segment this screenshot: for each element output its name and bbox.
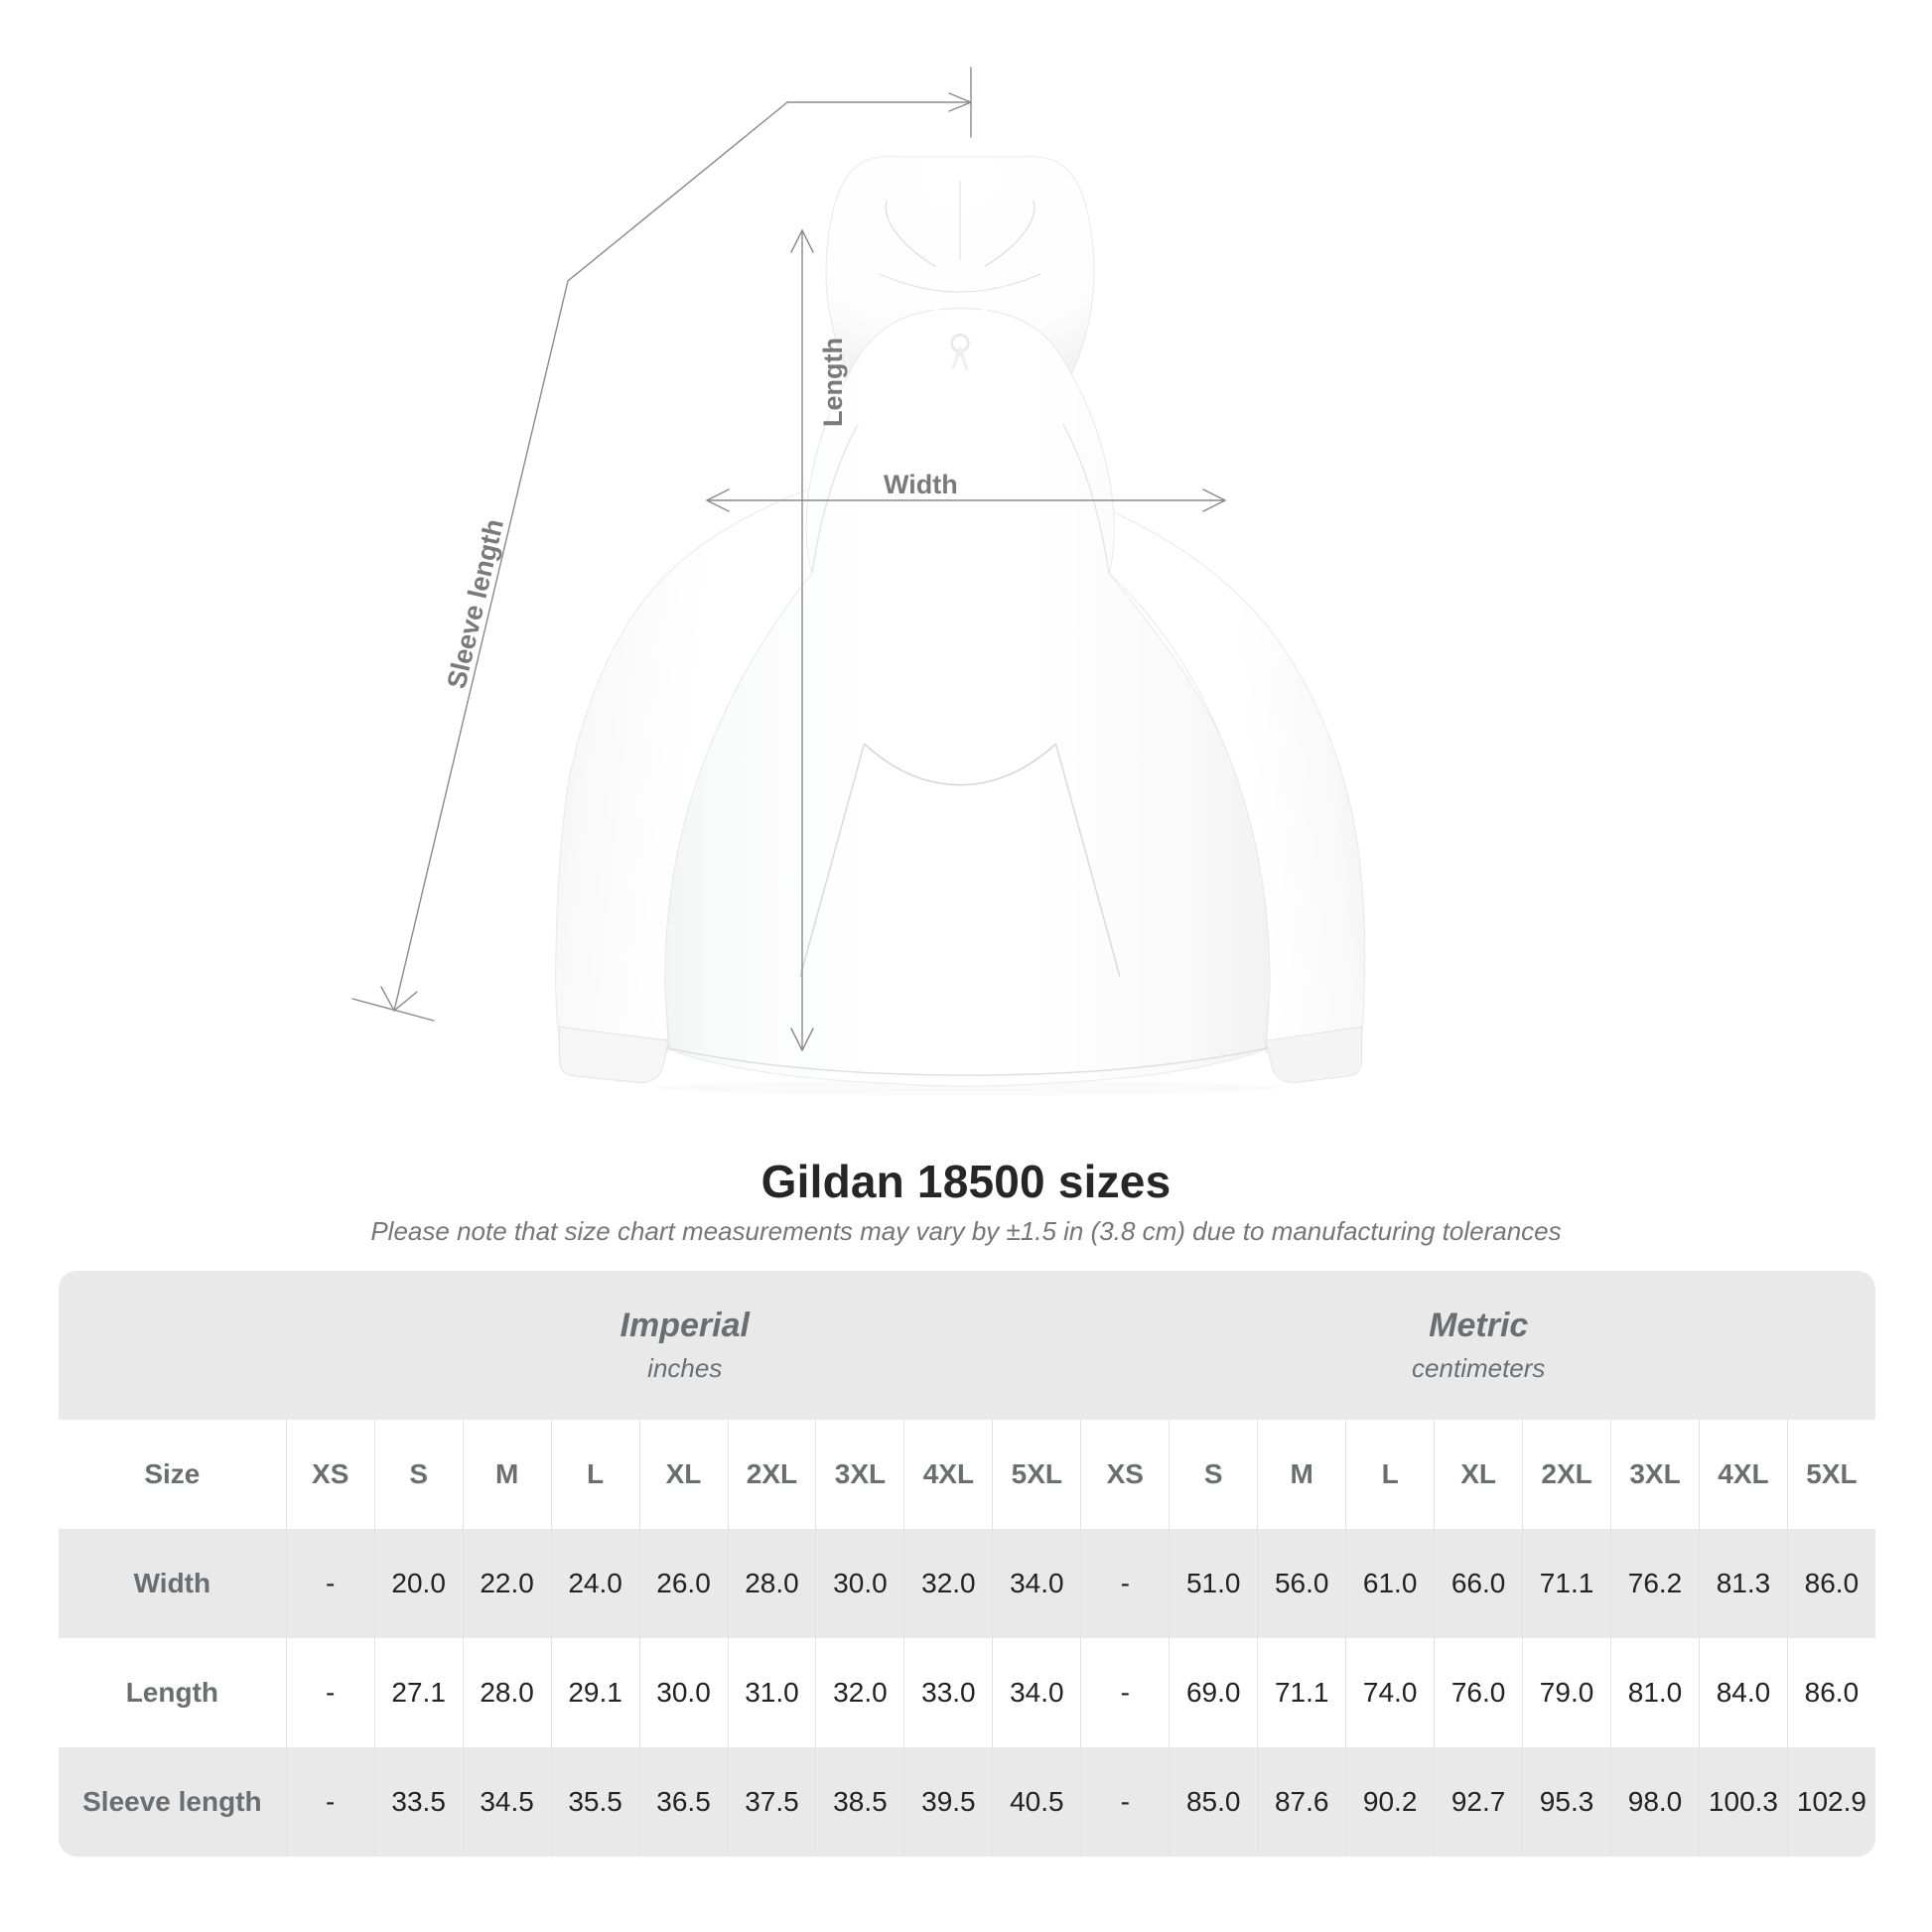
svg-text:Sleeve length: Sleeve length — [442, 516, 509, 691]
svg-text:Width: Width — [884, 470, 958, 499]
svg-text:Length: Length — [818, 338, 848, 427]
